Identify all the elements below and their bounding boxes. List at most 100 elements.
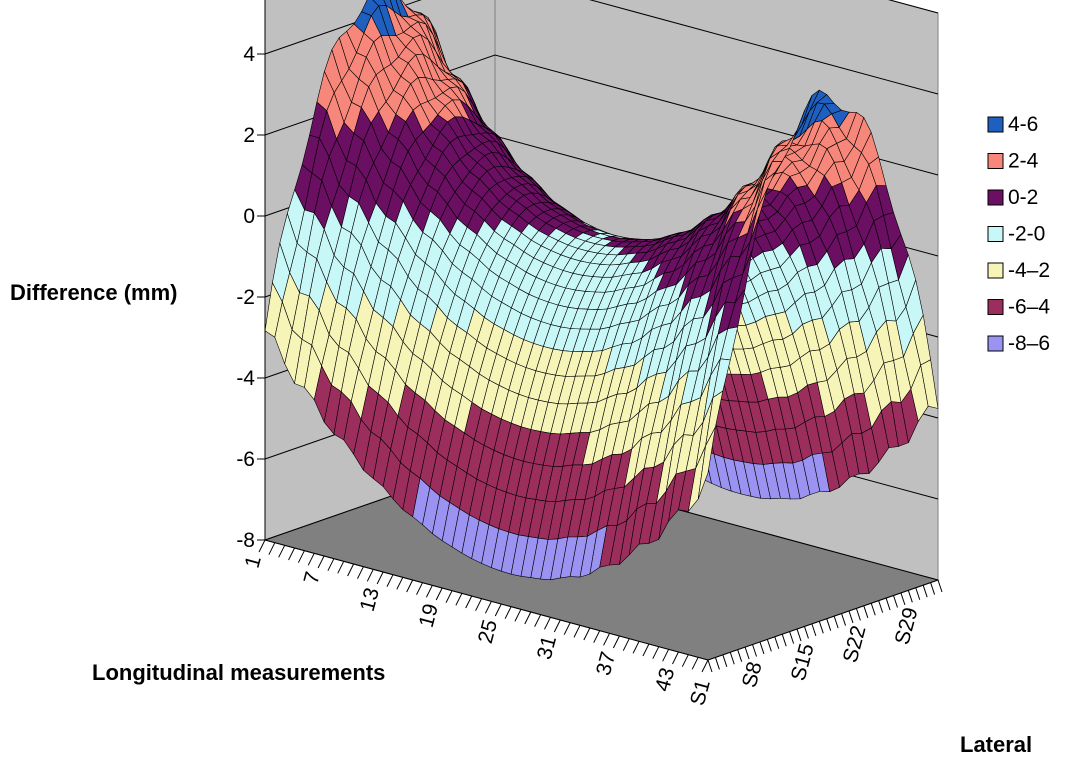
x-tick-mark [494,603,502,617]
x-tick-mark [622,638,630,651]
x-axis-line [264,539,709,661]
legend-label: -6–4 [1008,296,1050,319]
x-tick-mark [425,585,433,598]
legend-label: -8–6 [1008,332,1050,355]
x-tick-mark [376,571,384,585]
y-tick-mark [744,646,750,660]
z-tick-label: -4 [236,367,255,390]
y-tick-mark [818,621,824,634]
x-tick-mark [278,545,286,558]
x-tick-mark [327,558,335,571]
x-tick-label: 13 [356,585,384,614]
surface-mesh [264,0,939,581]
y-tick-mark [937,579,943,593]
x-tick-mark [632,641,640,654]
legend-swatch [987,262,1004,279]
x-tick-mark [317,555,325,569]
y-tick-mark [722,654,728,667]
y-tick-label: S15 [787,641,819,683]
surface-cell [697,426,716,500]
y-tick-label: S1 [686,677,715,708]
legend: 4-6 2-4 0-2 -2-0 -4–2 -6–4 -8–6 [987,113,1050,355]
x-tick-mark [445,590,453,603]
y-tick-mark [930,582,936,595]
x-tick-mark [396,577,404,590]
y-tick-mark [766,639,772,652]
x-tick-mark [593,630,601,643]
x-tick-mark [672,651,679,665]
y-axis-title: Lateral [960,732,1032,757]
legend-swatch [987,299,1004,315]
x-tick-label: 43 [651,665,679,694]
y-tick-mark [885,597,891,611]
y-tick-label: S8 [738,659,767,690]
z-tick-label: -8 [236,529,255,552]
legend-swatch [987,189,1004,206]
x-tick-label: 31 [533,633,561,662]
y-axis-line [707,579,939,661]
y-tick-mark [870,603,876,616]
x-tick-mark [524,611,532,625]
x-tick-mark [681,654,689,667]
x-tick-mark [258,539,266,553]
x-tick-mark [475,598,483,611]
legend-label: -4–2 [1008,259,1050,282]
x-tick-mark [701,659,709,673]
gridline [264,0,939,95]
x-tick-mark [603,633,611,646]
y-tick-mark [863,605,869,618]
legend-swatch [987,226,1004,242]
y-tick-mark [915,587,921,600]
x-tick-mark [553,619,561,633]
x-tick-mark [691,657,699,670]
y-tick-mark [714,657,720,670]
legend-label: 4-6 [1008,113,1038,136]
x-tick-mark [307,553,315,566]
y-tick-mark [803,626,809,639]
x-tick-label: 19 [415,601,443,630]
z-tick-label: -6 [236,448,255,471]
y-tick-mark [900,592,906,606]
x-tick-mark [484,601,492,614]
y-tick-mark [789,631,795,644]
y-tick-mark [729,652,735,665]
x-tick-mark [435,587,443,601]
y-tick-mark [848,610,854,624]
y-tick-mark [826,618,832,631]
z-tick-label: 2 [243,124,255,147]
y-tick-mark [855,608,861,621]
x-tick-mark [563,622,571,635]
x-tick-label: 7 [300,569,325,586]
z-tick-label: -2 [236,286,255,309]
y-tick-label: S29 [891,605,923,647]
x-axis-title: Longitudinal measurements [92,660,385,685]
x-tick-label: 25 [474,617,502,646]
x-tick-mark [337,561,345,574]
legend-swatch [987,116,1004,133]
y-tick-mark [759,641,765,655]
y-tick-mark [893,595,898,608]
z-tick-label: 4 [243,43,255,66]
y-tick-mark [907,590,913,603]
legend-label: 0-2 [1008,186,1038,209]
legend-label: -2-0 [1008,223,1045,246]
x-tick-mark [534,614,542,627]
y-tick-mark [811,623,817,637]
legend-label: 2-4 [1008,150,1039,173]
x-tick-mark [268,542,276,555]
y-tick-mark [752,644,757,657]
x-tick-label: 1 [241,553,266,570]
z-axis-title: Difference (mm) [10,280,177,305]
y-tick-mark [922,585,928,598]
x-tick-mark [386,574,394,587]
y-tick-mark [878,600,884,613]
x-tick-mark [662,649,670,662]
x-tick-mark [465,595,473,609]
legend-swatch [987,335,1004,352]
x-tick-mark [366,569,374,582]
x-tick-mark [416,582,423,595]
y-tick-mark [781,634,787,647]
x-tick-mark [288,547,295,561]
y-tick-label: S22 [839,623,871,665]
